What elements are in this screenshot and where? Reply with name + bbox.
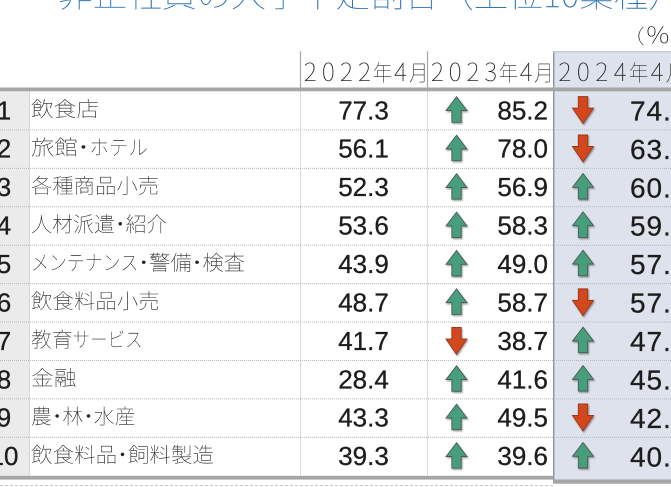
svg-text:8: 8 bbox=[0, 364, 11, 394]
svg-text:9: 9 bbox=[0, 403, 11, 433]
svg-text:74.: 74. bbox=[630, 95, 671, 126]
svg-text:3: 3 bbox=[0, 172, 11, 202]
svg-text:58.7: 58.7 bbox=[497, 287, 548, 317]
svg-text:10: 10 bbox=[0, 441, 18, 471]
svg-text:41.6: 41.6 bbox=[497, 364, 548, 394]
svg-text:53.6: 53.6 bbox=[338, 211, 389, 241]
svg-text:28.4: 28.4 bbox=[338, 364, 389, 394]
svg-text:39.6: 39.6 bbox=[497, 441, 548, 471]
svg-text:85.2: 85.2 bbox=[497, 95, 548, 125]
svg-text:43.9: 43.9 bbox=[338, 249, 389, 279]
svg-text:6: 6 bbox=[0, 287, 11, 317]
svg-text:7: 7 bbox=[0, 326, 11, 356]
svg-text:56.1: 56.1 bbox=[338, 134, 389, 164]
svg-text:1: 1 bbox=[0, 95, 11, 125]
svg-text:43.3: 43.3 bbox=[338, 403, 389, 433]
svg-text:60.: 60. bbox=[630, 172, 671, 203]
svg-text:59.: 59. bbox=[630, 211, 671, 242]
svg-text:39.3: 39.3 bbox=[338, 441, 389, 471]
svg-text:57.: 57. bbox=[630, 249, 671, 280]
svg-text:4: 4 bbox=[0, 211, 11, 241]
svg-text:78.0: 78.0 bbox=[497, 134, 548, 164]
svg-text:56.9: 56.9 bbox=[497, 172, 548, 202]
svg-text:48.7: 48.7 bbox=[338, 287, 389, 317]
svg-text:58.3: 58.3 bbox=[497, 211, 548, 241]
svg-text:77.3: 77.3 bbox=[338, 95, 389, 125]
svg-text:63.: 63. bbox=[630, 134, 671, 165]
svg-text:5: 5 bbox=[0, 249, 11, 279]
svg-text:41.7: 41.7 bbox=[338, 326, 389, 356]
svg-text:40.: 40. bbox=[630, 441, 671, 472]
svg-text:45.: 45. bbox=[630, 364, 671, 395]
svg-text:52.3: 52.3 bbox=[338, 172, 389, 202]
svg-text:2: 2 bbox=[0, 134, 11, 164]
svg-text:38.7: 38.7 bbox=[497, 326, 548, 356]
svg-text:57.: 57. bbox=[630, 288, 671, 319]
svg-text:49.0: 49.0 bbox=[497, 249, 548, 279]
svg-text:42.: 42. bbox=[630, 403, 671, 434]
svg-text:47.: 47. bbox=[630, 326, 671, 357]
svg-text:49.5: 49.5 bbox=[497, 403, 548, 433]
